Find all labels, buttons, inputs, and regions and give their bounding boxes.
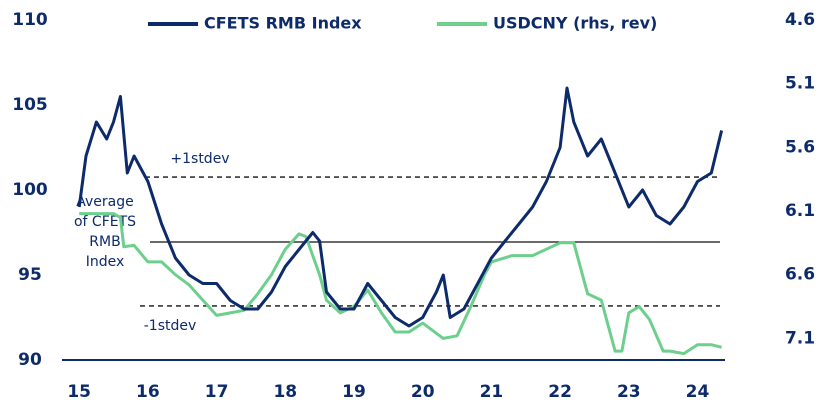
reference-label: Index	[86, 254, 125, 270]
y2-tick-label: 6.1	[785, 201, 815, 221]
y2-tick-label: 5.6	[785, 137, 815, 157]
x-tick-label: 15	[67, 382, 91, 402]
y-tick-label: 90	[18, 350, 42, 370]
y2-tick-label: 4.6	[785, 10, 815, 30]
y-tick-label: 95	[18, 265, 42, 285]
reference-label: -1stdev	[144, 318, 197, 334]
y2-tick-label: 7.1	[785, 328, 815, 348]
x-tick-label: 21	[480, 382, 504, 402]
x-tick-label: 16	[136, 382, 160, 402]
reference-label: of CFETS	[74, 214, 136, 230]
reference-label: +1stdev	[170, 151, 229, 167]
x-tick-label: 17	[205, 382, 229, 402]
x-tick-label: 23	[617, 382, 641, 402]
reference-label: RMB	[89, 234, 120, 250]
legend-label: USDCNY (rhs, rev)	[493, 14, 657, 33]
reference-label: Average	[76, 194, 134, 210]
y2-tick-label: 6.6	[785, 265, 815, 285]
y2-tick-label: 5.1	[785, 74, 815, 94]
x-tick-label: 18	[273, 382, 297, 402]
series-line	[77, 86, 724, 328]
y-tick-label: 105	[12, 95, 48, 115]
y-tick-label: 110	[12, 10, 48, 30]
x-tick-label: 24	[686, 382, 710, 402]
legend-label: CFETS RMB Index	[204, 14, 362, 33]
x-tick-label: 20	[411, 382, 435, 402]
x-tick-label: 22	[548, 382, 572, 402]
x-tick-label: 19	[342, 382, 366, 402]
series-line	[79, 212, 722, 356]
y-tick-label: 100	[12, 180, 48, 200]
